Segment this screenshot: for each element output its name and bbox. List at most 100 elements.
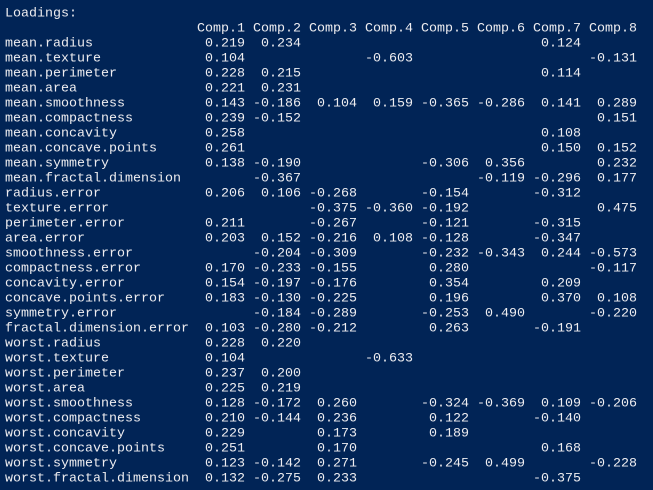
loading-value: 0.228 <box>205 337 245 352</box>
column-header: Comp.4 <box>365 22 413 37</box>
column-header: Comp.8 <box>589 22 637 37</box>
loading-value: -0.121 <box>421 217 469 232</box>
loading-value: -0.289 <box>309 307 357 322</box>
loading-value: 0.168 <box>541 442 581 457</box>
loading-value: 0.258 <box>205 127 245 142</box>
row-name: mean.smoothness <box>5 97 125 112</box>
loading-value: 0.289 <box>597 97 637 112</box>
loading-value: 0.151 <box>597 112 637 127</box>
loading-value: 0.123 <box>205 457 245 472</box>
loading-value: 0.370 <box>541 292 581 307</box>
loading-value: 0.219 <box>205 37 245 52</box>
loading-value: -0.347 <box>533 232 581 247</box>
loading-value: 0.203 <box>205 232 245 247</box>
loading-value: 0.251 <box>205 442 245 457</box>
loading-value: 0.225 <box>205 382 245 397</box>
loading-value: -0.369 <box>477 397 525 412</box>
loading-value: -0.131 <box>589 52 637 67</box>
loading-value: 0.234 <box>261 37 301 52</box>
loading-value: -0.245 <box>421 457 469 472</box>
row-name: worst.radius <box>5 337 101 352</box>
row-name: texture.error <box>5 202 109 217</box>
row-name: mean.fractal.dimension <box>5 172 181 187</box>
loading-value: 0.215 <box>261 67 301 82</box>
loading-value: -0.633 <box>365 352 413 367</box>
loading-value: 0.189 <box>429 427 469 442</box>
loading-value: 0.228 <box>205 67 245 82</box>
loading-value: -0.365 <box>421 97 469 112</box>
loading-value: 0.354 <box>429 277 469 292</box>
loading-value: -0.253 <box>421 307 469 322</box>
loading-value: 0.211 <box>205 217 245 232</box>
loading-value: 0.108 <box>597 292 637 307</box>
loading-value: 0.104 <box>317 97 357 112</box>
column-header: Comp.5 <box>421 22 469 37</box>
row-name: mean.concavity <box>5 127 117 142</box>
row-name: mean.perimeter <box>5 67 117 82</box>
loading-value: -0.228 <box>589 457 637 472</box>
loading-value: 0.132 <box>205 472 245 487</box>
loading-value: 0.150 <box>541 142 581 157</box>
row-name: mean.concave.points <box>5 142 157 157</box>
loading-value: 0.499 <box>485 457 525 472</box>
loading-value: 0.356 <box>485 157 525 172</box>
loading-value: -0.119 <box>477 172 525 187</box>
loading-value: -0.206 <box>589 397 637 412</box>
loading-value: -0.184 <box>253 307 301 322</box>
loading-value: -0.309 <box>309 247 357 262</box>
row-name: perimeter.error <box>5 217 125 232</box>
loading-value: 0.143 <box>205 97 245 112</box>
loading-value: -0.191 <box>533 322 581 337</box>
loading-value: -0.375 <box>533 472 581 487</box>
loading-value: 0.170 <box>205 262 245 277</box>
loading-value: -0.343 <box>477 247 525 262</box>
loading-value: -0.296 <box>533 172 581 187</box>
loading-value: -0.190 <box>253 157 301 172</box>
loading-value: -0.176 <box>309 277 357 292</box>
loading-value: 0.122 <box>429 412 469 427</box>
loading-value: 0.490 <box>485 307 525 322</box>
loading-value: -0.128 <box>421 232 469 247</box>
loading-value: -0.275 <box>253 472 301 487</box>
loading-value: 0.108 <box>373 232 413 247</box>
loading-value: -0.312 <box>533 187 581 202</box>
loading-value: -0.197 <box>253 277 301 292</box>
row-name: worst.perimeter <box>5 367 125 382</box>
row-name: mean.radius <box>5 37 93 52</box>
loading-value: 0.220 <box>261 337 301 352</box>
row-name: concavity.error <box>5 277 125 292</box>
loading-value: 0.200 <box>261 367 301 382</box>
loading-value: 0.173 <box>317 427 357 442</box>
loading-value: 0.261 <box>205 142 245 157</box>
loading-value: -0.155 <box>309 262 357 277</box>
loading-value: -0.216 <box>309 232 357 247</box>
loading-value: 0.239 <box>205 112 245 127</box>
row-name: worst.fractal.dimension <box>5 472 189 487</box>
row-name: worst.smoothness <box>5 397 133 412</box>
loading-value: -0.186 <box>253 97 301 112</box>
loading-value: 0.177 <box>597 172 637 187</box>
loading-value: 0.141 <box>541 97 581 112</box>
loading-value: 0.229 <box>205 427 245 442</box>
row-name: concave.points.error <box>5 292 165 307</box>
loading-value: 0.475 <box>597 202 637 217</box>
loading-value: -0.367 <box>253 172 301 187</box>
loading-value: 0.244 <box>541 247 581 262</box>
loading-value: -0.117 <box>589 262 637 277</box>
loading-value: -0.233 <box>253 262 301 277</box>
loading-value: -0.603 <box>365 52 413 67</box>
loading-value: 0.103 <box>205 322 245 337</box>
loading-value: -0.154 <box>421 187 469 202</box>
loading-value: -0.142 <box>253 457 301 472</box>
loading-value: 0.219 <box>261 382 301 397</box>
row-name: area.error <box>5 232 85 247</box>
column-header: Comp.1 <box>197 22 245 37</box>
row-name: fractal.dimension.error <box>5 322 189 337</box>
loading-value: -0.268 <box>309 187 357 202</box>
row-name: worst.texture <box>5 352 109 367</box>
row-name: worst.concave.points <box>5 442 165 457</box>
loading-value: 0.260 <box>317 397 357 412</box>
row-name: mean.texture <box>5 52 101 67</box>
loading-value: 0.236 <box>317 412 357 427</box>
